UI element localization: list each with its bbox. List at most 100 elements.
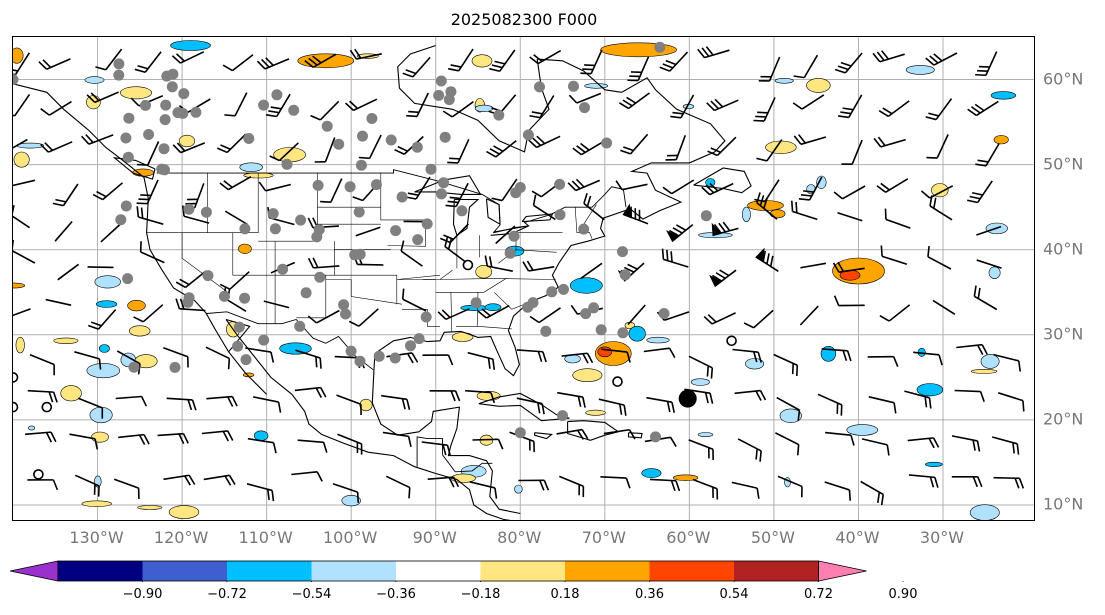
wind-barb <box>800 262 827 269</box>
station-marker <box>160 99 172 111</box>
colorbar-extend-max <box>818 560 867 582</box>
wind-barb <box>307 217 339 229</box>
colorbar-segment <box>311 561 396 581</box>
barb-feather <box>543 479 550 491</box>
contour-blob <box>86 95 101 110</box>
wind-barb <box>171 51 205 64</box>
wind-barb <box>422 354 454 366</box>
wind-barb <box>925 98 953 121</box>
barb-feather <box>884 208 887 220</box>
barb-feather <box>179 278 190 286</box>
barb-feather <box>762 250 767 262</box>
station-marker <box>514 182 526 193</box>
map-canvas[interactable] <box>13 37 1035 521</box>
barb-staff <box>800 262 827 269</box>
barb-staff <box>402 298 427 312</box>
barb-feather <box>798 198 810 201</box>
barb-feather <box>1017 360 1022 372</box>
barb-feather <box>756 487 760 499</box>
barb-staff <box>316 309 340 324</box>
station-marker <box>558 283 569 295</box>
wind-barb <box>74 474 100 497</box>
barb-feather <box>312 257 319 268</box>
barb-feather <box>320 387 327 398</box>
wind-barb <box>688 355 714 379</box>
colorbar-tick-label: 0.36 <box>635 587 664 602</box>
wind-barb <box>115 395 148 407</box>
station-marker <box>166 81 178 93</box>
contour-blob <box>13 47 24 64</box>
wind-barb <box>385 475 411 499</box>
station-marker <box>183 203 195 215</box>
barb-feather <box>442 110 453 118</box>
barb-feather <box>406 114 418 118</box>
barb-feather <box>582 68 594 71</box>
barb-feather <box>493 145 504 152</box>
lon-label: 100°W <box>322 528 378 547</box>
barb-staff <box>799 305 819 326</box>
wind-barb <box>615 180 648 191</box>
wind-barb <box>643 347 676 359</box>
barb-staff <box>358 308 379 327</box>
barb-feather <box>575 178 585 188</box>
lon-label: 90°W <box>412 528 457 547</box>
barb-staff <box>183 215 210 224</box>
map-panel[interactable] <box>12 36 1035 521</box>
barb-feather <box>140 396 148 407</box>
colorbar-segment <box>480 561 565 581</box>
barb-feather <box>938 354 943 366</box>
contour-blob <box>471 54 493 68</box>
barb-feather <box>928 437 935 449</box>
barb-feather <box>52 202 64 207</box>
barb-feather <box>800 194 812 197</box>
barb-feather <box>143 434 150 445</box>
station-marker <box>120 132 132 144</box>
barb-staff <box>576 92 602 104</box>
barb-feather <box>228 474 236 485</box>
barb-staff <box>803 54 819 79</box>
colorbar-segment <box>649 561 734 581</box>
barb-feather <box>661 248 665 260</box>
wind-barb <box>876 178 909 193</box>
wind-barbs <box>13 46 1025 506</box>
barb-feather <box>522 261 530 272</box>
barb-feather <box>978 65 990 68</box>
station-marker <box>123 112 135 124</box>
barb-feather <box>850 434 855 446</box>
barb-feather <box>586 195 592 207</box>
barb-feather <box>979 391 985 402</box>
wind-barb <box>913 351 943 366</box>
wind-barb <box>38 58 71 70</box>
barb-feather <box>448 477 455 488</box>
station-marker <box>354 248 366 260</box>
barb-feather <box>528 139 538 148</box>
barb-feather <box>270 351 275 363</box>
barb-feather <box>970 106 981 114</box>
barb-feather <box>840 61 852 67</box>
contour-blob <box>127 300 146 312</box>
barb-feather <box>310 114 321 121</box>
barb-feather <box>1016 443 1020 455</box>
contour-blob <box>89 406 113 424</box>
contour-blob <box>832 257 885 285</box>
wind-barb <box>139 241 165 264</box>
barb-feather <box>447 238 453 250</box>
barb-feather <box>793 75 805 79</box>
barb-feather <box>532 194 537 206</box>
barb-feather <box>188 474 196 485</box>
state-border <box>515 232 563 250</box>
wind-barb <box>775 432 800 456</box>
barb-feather <box>876 51 885 61</box>
barb-feather <box>977 476 983 488</box>
barb-feather <box>184 475 191 486</box>
station-marker <box>700 210 712 222</box>
barb-feather <box>716 488 719 500</box>
state-border <box>583 204 597 225</box>
barb-staff <box>776 396 800 411</box>
wind-barb <box>997 392 1025 412</box>
barb-feather <box>925 57 935 66</box>
barb-feather <box>615 180 623 191</box>
wind-barb <box>649 478 681 492</box>
wind-barb <box>269 142 299 162</box>
contour-blob <box>91 431 109 443</box>
